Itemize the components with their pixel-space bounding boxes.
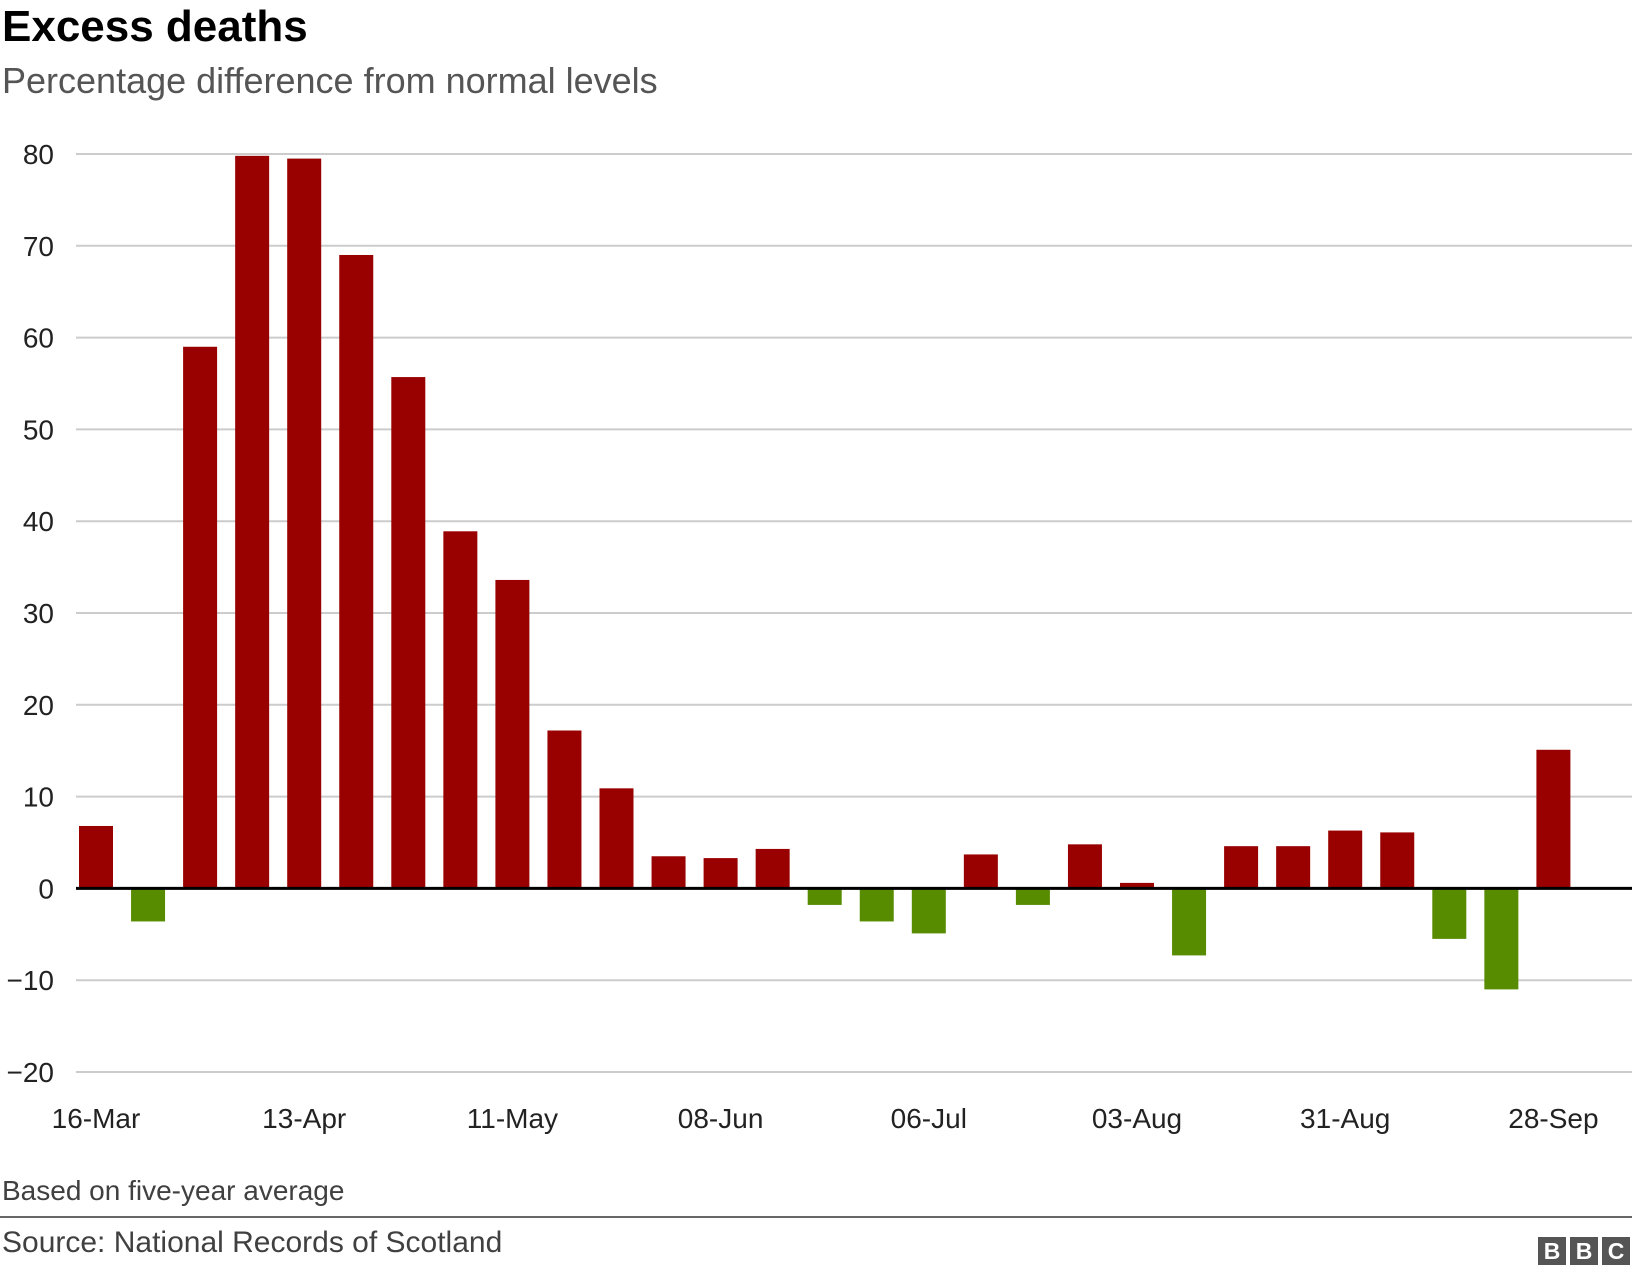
bar bbox=[235, 155, 270, 889]
bar bbox=[443, 531, 478, 889]
x-tick-label: 31-Aug bbox=[1300, 1103, 1390, 1134]
y-tick-label: 30 bbox=[23, 598, 54, 629]
x-tick-label: 08-Jun bbox=[678, 1103, 764, 1134]
bar bbox=[807, 888, 842, 905]
bar bbox=[391, 377, 426, 889]
x-tick-label: 13-Apr bbox=[262, 1103, 346, 1134]
bar bbox=[79, 825, 113, 889]
gridlines bbox=[76, 153, 1632, 1073]
chart-subtitle: Percentage difference from normal levels bbox=[2, 60, 658, 101]
bar bbox=[1172, 888, 1207, 956]
y-tick-label: 0 bbox=[38, 873, 54, 904]
logo-letter: B bbox=[1538, 1237, 1566, 1265]
bar bbox=[1276, 846, 1311, 889]
y-tick-label: 10 bbox=[23, 782, 54, 813]
y-tick-label: 20 bbox=[23, 690, 54, 721]
x-axis-ticks: 16-Mar 13-Apr 11-May 08-Jun 06-Jul 03-Aug 31-A… bbox=[52, 1103, 1599, 1134]
x-tick-label: 03-Aug bbox=[1092, 1103, 1182, 1134]
bar bbox=[1380, 832, 1415, 889]
y-tick-label: 70 bbox=[23, 231, 54, 262]
bar bbox=[183, 346, 218, 889]
bar bbox=[859, 888, 894, 922]
logo-letter: B bbox=[1570, 1237, 1598, 1265]
bar bbox=[651, 856, 686, 889]
y-axis-ticks: 80 70 60 50 40 30 20 10 0 −10 −20 bbox=[7, 139, 55, 1088]
bar bbox=[1484, 888, 1519, 990]
bar bbox=[703, 858, 738, 889]
footer-divider bbox=[0, 1216, 1632, 1218]
bar bbox=[287, 158, 322, 889]
x-tick-label: 16-Mar bbox=[52, 1103, 141, 1134]
bar bbox=[1328, 830, 1363, 889]
bar bbox=[1120, 882, 1154, 889]
bar bbox=[755, 848, 790, 889]
y-tick-label: 60 bbox=[23, 323, 54, 354]
bar bbox=[1015, 888, 1050, 905]
source-credit: Source: National Records of Scotland bbox=[2, 1226, 503, 1259]
y-tick-label: 50 bbox=[23, 414, 54, 445]
y-tick-label: −20 bbox=[7, 1057, 55, 1088]
bar bbox=[131, 888, 166, 922]
x-tick-label: 28-Sep bbox=[1508, 1103, 1598, 1134]
y-tick-label: 40 bbox=[23, 506, 54, 537]
logo-letter: C bbox=[1602, 1237, 1630, 1265]
x-tick-label: 06-Jul bbox=[891, 1103, 967, 1134]
chart-note: Based on five-year average bbox=[2, 1175, 345, 1206]
bar-chart: 80 70 60 50 40 30 20 10 0 −10 −20 16-Mar 13-Apr 11-M… bbox=[7, 139, 1632, 1134]
bar bbox=[495, 579, 530, 889]
bar bbox=[547, 730, 582, 889]
x-tick-label: 11-May bbox=[467, 1103, 558, 1134]
bar bbox=[339, 254, 374, 889]
y-tick-label: 80 bbox=[23, 139, 54, 170]
bar bbox=[1067, 844, 1102, 889]
bar bbox=[1432, 888, 1467, 939]
bar bbox=[1224, 846, 1259, 889]
bar bbox=[1536, 749, 1571, 889]
bars bbox=[76, 155, 1632, 990]
bar bbox=[599, 788, 634, 889]
y-tick-label: −10 bbox=[7, 965, 55, 996]
chart-title: Excess deaths bbox=[2, 2, 308, 51]
bar bbox=[911, 888, 946, 934]
bar bbox=[963, 854, 998, 889]
bbc-logo: B B C bbox=[1538, 1237, 1630, 1265]
